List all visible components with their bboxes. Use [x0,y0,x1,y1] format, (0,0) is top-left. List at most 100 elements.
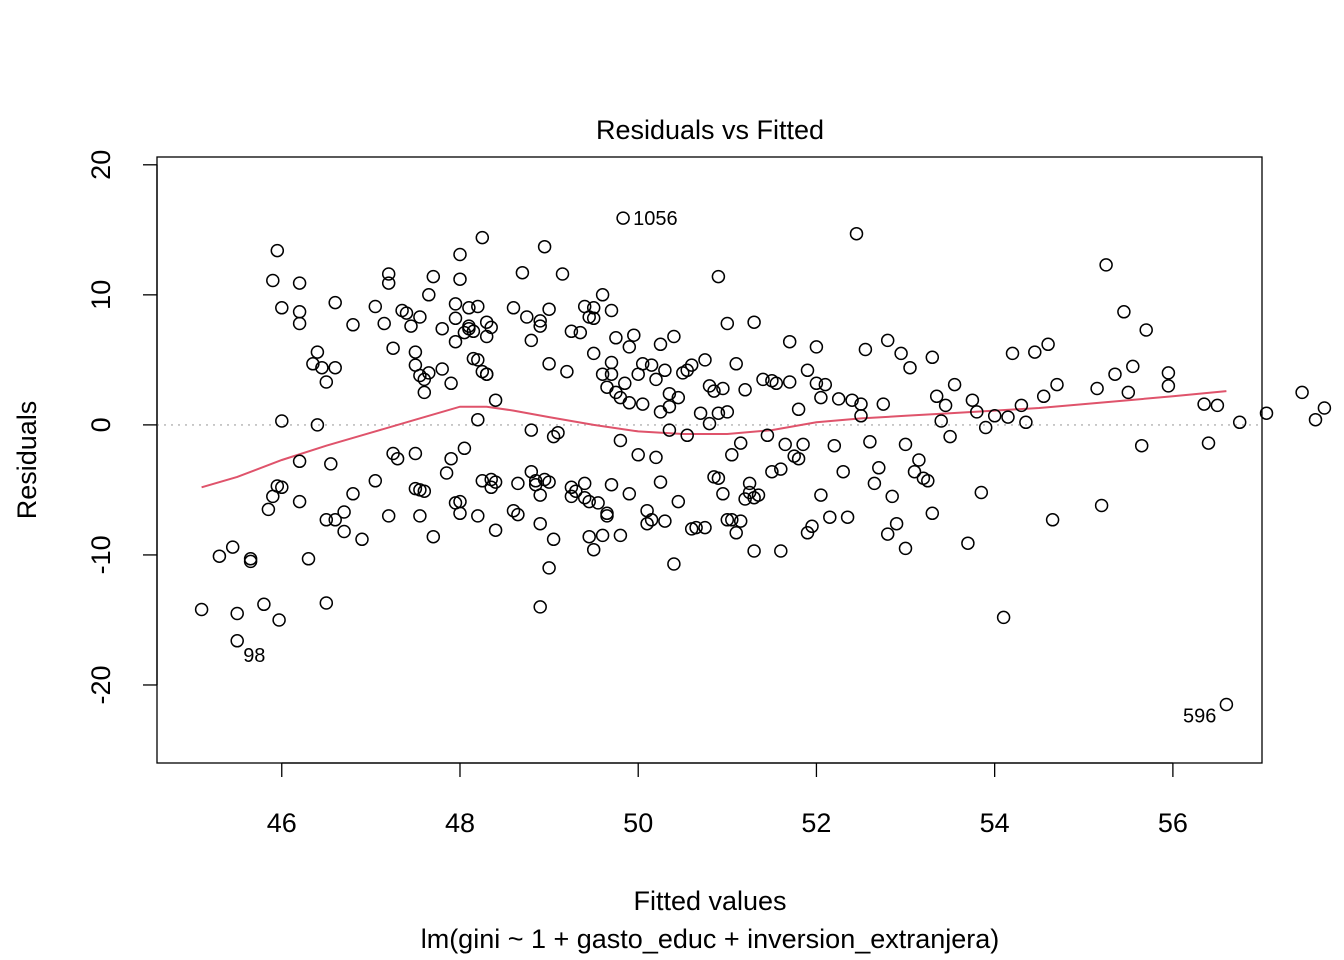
data-point [827,438,842,453]
data-point [564,480,579,495]
data-point [595,288,610,302]
data-point [457,441,472,456]
data-point [479,315,494,329]
data-point [1295,385,1309,400]
x-tick-label: 54 [980,808,1010,838]
data-point [809,376,824,391]
data-point [613,390,628,405]
data-point [778,437,792,452]
y-tick-label: -10 [86,535,116,574]
data-point [306,357,320,371]
data-point [667,329,681,344]
data-point [1117,305,1131,319]
data-point [805,519,819,534]
plot-frame [156,156,1263,764]
data-point [616,211,630,225]
data-point [551,425,565,440]
data-point [970,405,984,419]
data-point [662,399,677,414]
data-point [765,373,779,388]
data-point [689,520,703,535]
data-point [261,502,276,517]
data-point [622,396,637,410]
data-point [586,301,601,315]
y-tick-label: 0 [86,417,116,432]
data-point [898,437,913,452]
data-point [270,243,285,258]
data-point [564,489,579,504]
data-point [747,315,761,329]
data-point [889,516,904,531]
data-point [684,358,699,372]
data-point [604,355,619,370]
data-point [368,299,383,314]
data-point [925,350,940,365]
data-point [230,606,244,621]
data-point [444,376,458,391]
data-point [319,375,334,389]
data-point [413,368,427,383]
smooth-line-layer [201,390,1227,489]
data-point [943,429,957,444]
data-point [987,409,1002,423]
data-point [292,305,307,319]
y-axis: -20 -10 0 10 20 [86,150,158,705]
data-point [604,303,619,318]
data-point [622,340,637,354]
data-point [836,464,850,479]
data-point [586,542,601,557]
data-point [1050,377,1064,392]
data-point [604,477,619,492]
data-point [462,301,476,315]
data-point [1161,379,1176,393]
data-point [355,532,369,547]
data-point [328,360,342,375]
data-point [488,523,503,537]
data-point [1308,412,1323,427]
data-point [511,476,525,491]
data-point [225,540,240,554]
data-point [880,333,895,348]
point-label-98: 98 [243,645,265,667]
data-point [542,357,556,371]
data-point [618,376,632,391]
data-point [1094,498,1109,513]
data-point [582,494,596,509]
data-point [582,529,596,544]
data-point [609,331,623,345]
data-point [1099,258,1113,272]
data-point [533,314,547,328]
data-point [635,357,650,371]
x-tick-label: 48 [445,808,475,838]
data-point [1005,346,1020,361]
data-point [840,510,855,524]
scatter-points [194,211,1332,712]
data-point [555,267,570,281]
data-point [698,353,712,367]
data-point [818,377,833,392]
data-point [671,494,686,509]
data-point [662,386,677,401]
data-point [346,487,360,501]
data-point [1028,345,1042,359]
data-point [653,405,668,419]
data-point [667,557,681,571]
data-point [577,490,592,505]
data-point [194,602,209,617]
point-label-1056: 1056 [633,208,678,230]
data-point [1201,436,1216,450]
y-tick-label: 10 [86,280,116,310]
data-point [408,345,423,359]
data-point [729,526,743,540]
data-point [613,528,628,543]
data-point [854,409,868,423]
data-point [484,320,498,335]
data-point [515,265,530,280]
data-point [1041,337,1055,352]
data-point [720,405,735,419]
data-point [448,311,463,326]
data-point [346,318,360,332]
data-point [275,414,289,428]
data-point [272,613,286,627]
data-point [506,503,521,518]
